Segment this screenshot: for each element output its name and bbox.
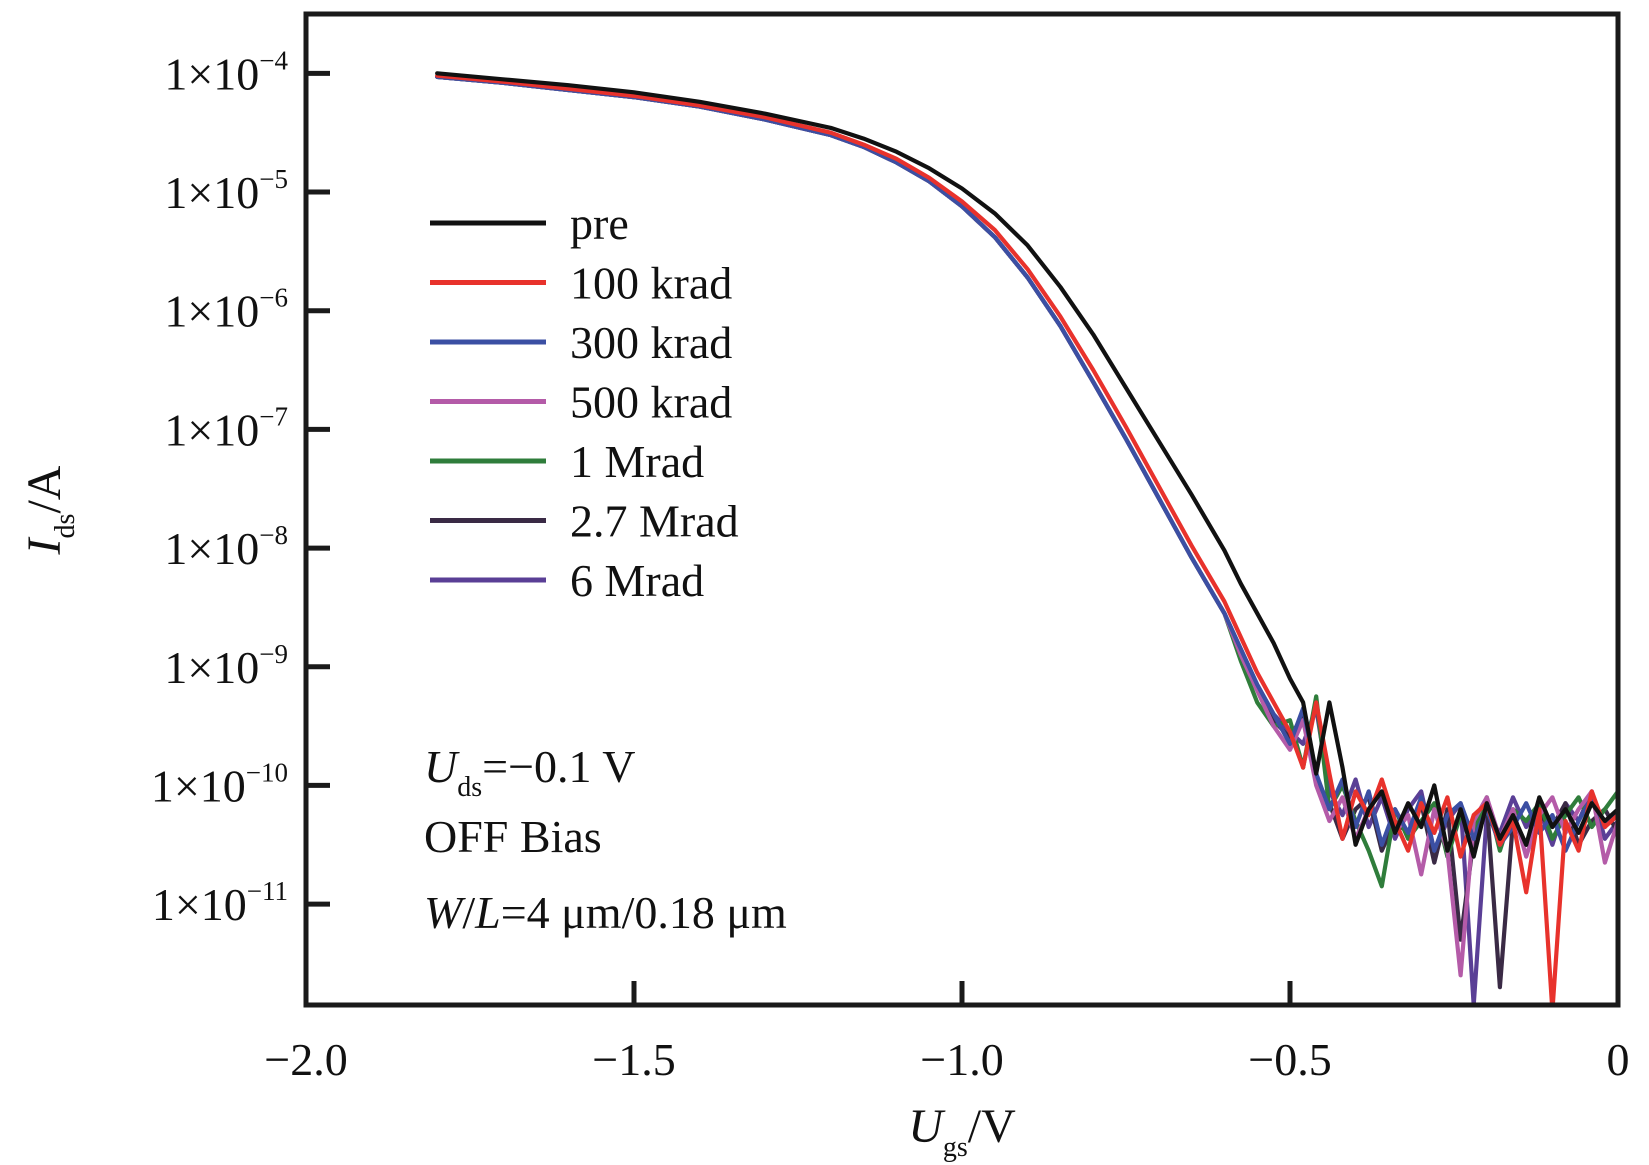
x-tick-label: −2.0 xyxy=(264,1034,347,1085)
legend-label: pre xyxy=(570,198,629,249)
x-tick-label: −1.0 xyxy=(920,1034,1003,1085)
axis-titles: Ugs/V Ids/A xyxy=(18,465,1016,1163)
legend: pre 100 krad 300 krad 500 krad 1 Mrad 2.7 Mra… xyxy=(430,198,739,606)
legend-label: 1 Mrad xyxy=(570,436,704,487)
axis-ticks: −2.0 −1.5 −1.0 −0.5 0 1×10−4 1×10−5 1×10−6 1×10−… xyxy=(151,45,1630,1085)
y-tick-label: 1×10−8 xyxy=(164,520,288,574)
series-line xyxy=(435,71,1618,859)
y-tick-label: 1×10−6 xyxy=(164,283,288,337)
annotation-uds: Uds=−0.1 V xyxy=(424,741,635,803)
x-tick-label: −0.5 xyxy=(1248,1034,1331,1085)
legend-label: 2.7 Mrad xyxy=(570,496,739,547)
x-tick-label: 0 xyxy=(1607,1034,1630,1085)
series-lines xyxy=(435,71,1618,1005)
y-tick-label: 1×10−7 xyxy=(164,401,288,455)
x-axis-title: Ugs/V xyxy=(908,1100,1016,1163)
x-tick-label: −1.5 xyxy=(592,1034,675,1085)
annotation-wl: W/L=4 μm/0.18 μm xyxy=(424,887,787,938)
y-tick-label: 1×10−4 xyxy=(164,45,288,99)
y-tick-label: 1×10−10 xyxy=(151,757,288,811)
annotations: Uds=−0.1 V OFF Bias W/L=4 μm/0.18 μm xyxy=(424,741,787,938)
y-tick-label: 1×10−9 xyxy=(164,639,288,693)
legend-label: 300 krad xyxy=(570,317,732,368)
annotation-bias: OFF Bias xyxy=(424,811,602,862)
y-tick-label: 1×10−11 xyxy=(152,876,288,930)
legend-label: 100 krad xyxy=(570,258,732,309)
y-axis-title: Ids/A xyxy=(18,465,81,555)
y-tick-label: 1×10−5 xyxy=(164,164,288,218)
legend-label: 500 krad xyxy=(570,377,732,428)
legend-label: 6 Mrad xyxy=(570,555,704,606)
